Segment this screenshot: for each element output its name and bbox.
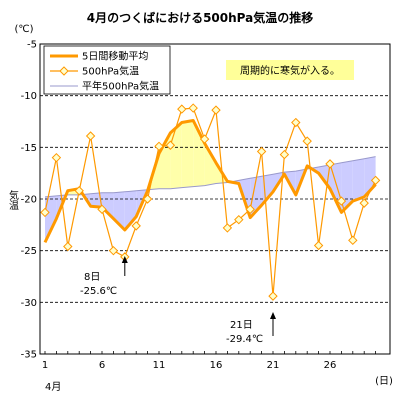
x-tick-label: 11: [153, 360, 166, 371]
daily-point: [268, 291, 278, 301]
daily-point: [40, 207, 50, 218]
anomaly-fill: [181, 120, 194, 188]
series-normal-line: [44, 156, 376, 198]
legend-label: 平年500hPa気温: [82, 80, 159, 93]
daily-point: [97, 204, 107, 215]
month-label: 4月: [45, 381, 61, 393]
x-tick-label: 1: [42, 360, 48, 371]
annotation-day-label: 8日: [84, 272, 100, 283]
annotation-arrow-head: [121, 256, 128, 263]
x-unit-label: (日): [375, 376, 393, 387]
y-tick-label: -20: [21, 195, 37, 206]
daily-point: [142, 194, 153, 204]
daily-point: [165, 140, 176, 150]
daily-point: [234, 214, 244, 225]
annotation-box: [226, 60, 354, 80]
annotation-text: 周期的に寒気が入る。: [240, 64, 340, 77]
anomaly-fill: [204, 143, 216, 186]
daily-point: [74, 186, 84, 196]
daily-point: [245, 204, 255, 215]
y-unit-label: (℃): [14, 24, 33, 35]
daily-point: [199, 134, 210, 144]
daily-point: [154, 141, 164, 152]
legend-label: 500hPa気温: [82, 65, 139, 78]
y-tick-label: -35: [21, 350, 37, 361]
daily-point: [291, 117, 301, 128]
daily-point: [279, 149, 290, 160]
annotation-day-label: 21日: [230, 320, 253, 331]
y-tick-label: -30: [21, 298, 37, 309]
daily-point: [85, 131, 96, 141]
daily-point: [222, 223, 233, 233]
daily-point: [51, 152, 62, 163]
daily-point: [359, 198, 369, 208]
daily-point: [63, 241, 73, 252]
daily-point: [211, 105, 221, 115]
daily-point: [131, 221, 141, 231]
x-tick-label: 26: [324, 360, 337, 371]
daily-point: [370, 175, 381, 186]
legend-label: 5日間移動平均: [82, 50, 148, 63]
daily-point: [256, 146, 267, 157]
anomaly-fill: [124, 190, 137, 230]
daily-point: [313, 240, 324, 251]
daily-point: [325, 159, 335, 169]
daily-point: [188, 103, 198, 113]
y-tick-label: -10: [21, 91, 37, 102]
daily-point: [108, 245, 119, 256]
x-tick-label: 21: [267, 360, 280, 371]
annotation-arrow-head: [270, 312, 276, 319]
daily-point: [336, 196, 347, 206]
daily-point: [177, 104, 187, 114]
series-daily-line: [44, 107, 377, 297]
y-tick-label: -25: [21, 246, 37, 257]
chart-title: 4月のつくばにおける500hPa気温の推移: [87, 10, 314, 25]
anomaly-fill: [90, 192, 102, 208]
anomaly-fill: [45, 195, 57, 243]
annotation-value-label: -25.6℃: [80, 286, 117, 297]
anomaly-fill: [193, 120, 205, 187]
anomaly-fill: [170, 122, 182, 189]
y-tick-label: -5: [27, 40, 37, 51]
y-tick-label: -15: [21, 143, 37, 154]
annotation-value-label: -29.4℃: [226, 334, 263, 345]
y-axis-label: 気温: [7, 189, 19, 210]
anomaly-fill: [352, 158, 365, 202]
plot-frame: [39, 43, 391, 355]
legend-swatch-daily-marker: [59, 66, 69, 76]
x-tick-label: 16: [210, 360, 223, 371]
x-tick-label: 6: [99, 360, 105, 371]
daily-point: [302, 136, 312, 146]
daily-point: [348, 235, 358, 246]
